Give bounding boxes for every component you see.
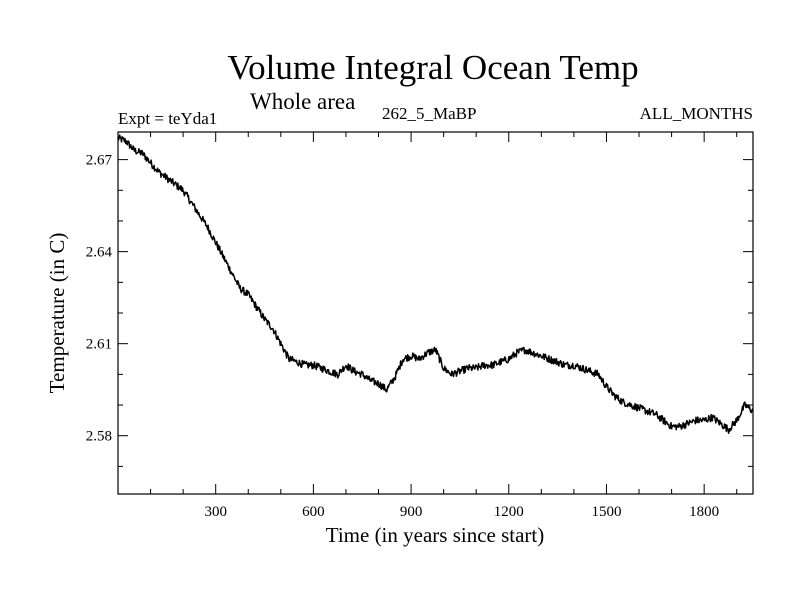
x-tick-label: 900 xyxy=(400,504,423,520)
months-label: ALL_MONTHS xyxy=(639,104,753,123)
x-tick-label: 600 xyxy=(302,504,325,520)
y-tick-label: 2.61 xyxy=(86,337,112,353)
y-tick-label: 2.67 xyxy=(86,153,113,169)
x-tick-label: 1200 xyxy=(494,504,524,520)
x-axis-label: Time (in years since start) xyxy=(326,523,545,547)
axis-ticks xyxy=(118,132,753,494)
experiment-label: Expt = teYda1 xyxy=(118,109,218,128)
period-label: 262_5_MaBP xyxy=(382,104,477,123)
plot-frame xyxy=(117,131,754,495)
chart-subtitle: Whole area xyxy=(250,89,356,114)
chart-title: Volume Integral Ocean Temp xyxy=(227,48,639,87)
y-axis-label: Temperature (in C) xyxy=(45,233,69,394)
series-line xyxy=(117,134,754,434)
axis-tick-labels: 300 600 900 1200 1500 1800 2.58 2.61 2.64 2.67 xyxy=(86,153,719,520)
x-tick-label: 1800 xyxy=(689,504,719,520)
y-tick-label: 2.58 xyxy=(86,429,112,445)
y-tick-label: 2.64 xyxy=(86,245,113,261)
x-tick-label: 1500 xyxy=(591,504,621,520)
x-tick-label: 300 xyxy=(204,504,227,520)
